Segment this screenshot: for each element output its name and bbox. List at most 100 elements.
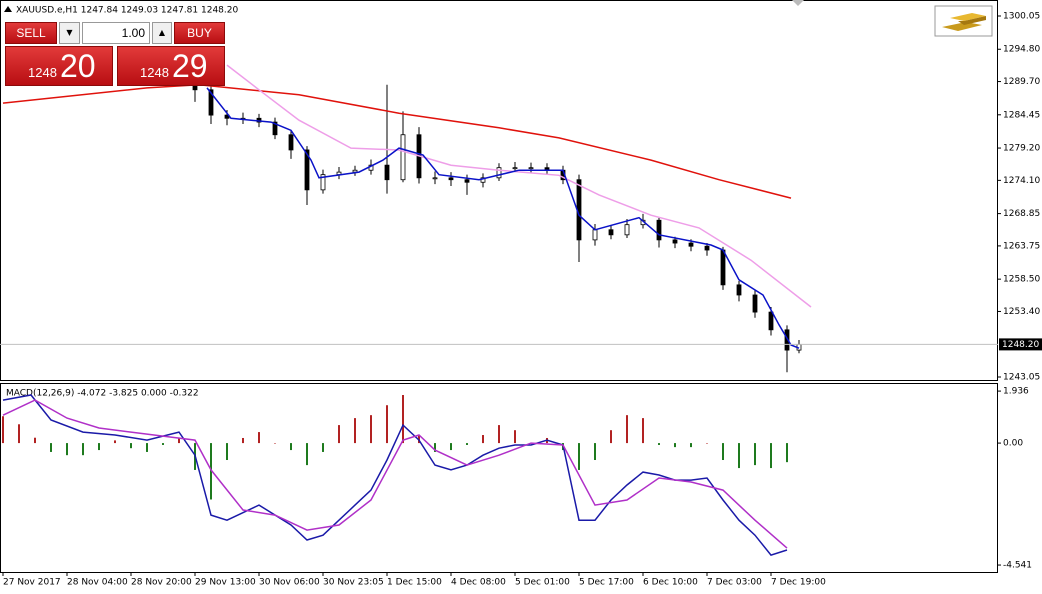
histogram-bar	[354, 418, 356, 444]
current-price-box	[999, 338, 1042, 351]
histogram-bar	[706, 443, 708, 444]
gold-icon	[934, 5, 993, 37]
histogram-bar	[770, 443, 772, 469]
histogram-bar	[578, 443, 580, 470]
candle-body	[624, 224, 630, 236]
indicator-line	[2, 399, 788, 549]
histogram-bar	[386, 405, 388, 444]
histogram-bar	[642, 418, 644, 444]
lot-up[interactable]: ▲	[152, 22, 172, 44]
histogram-bar	[146, 443, 148, 452]
x-tick-label: 1 Dec 15:00	[387, 578, 442, 588]
histogram-bar	[162, 443, 164, 445]
histogram-bar	[498, 425, 500, 444]
histogram-bar	[18, 424, 20, 444]
macd-label: MACD(12,26,9) -4.072 -3.825 0.000 -0.322	[6, 389, 199, 399]
histogram-bar	[626, 415, 628, 444]
y-tick-label: 1.936	[1003, 387, 1029, 397]
buy-button[interactable]: BUY	[174, 22, 225, 44]
histogram-bar	[674, 443, 676, 448]
histogram-bar	[98, 443, 100, 451]
histogram-bar	[738, 443, 740, 469]
histogram-bar	[34, 437, 36, 444]
x-tick-label: 5 Dec 01:00	[515, 578, 570, 588]
histogram-bar	[274, 443, 276, 444]
candle-body	[384, 164, 390, 181]
candle-body	[768, 311, 774, 331]
y-tick-label: 0.00	[1003, 439, 1023, 449]
histogram-bar	[226, 443, 228, 461]
candle-body	[272, 121, 278, 136]
candle-body	[480, 177, 486, 183]
histogram-bar	[482, 435, 484, 444]
candle-body	[496, 167, 502, 179]
candle-body	[512, 167, 518, 170]
x-tick-label: 29 Nov 13:00	[195, 578, 256, 588]
histogram-bar	[466, 443, 468, 445]
indicator-line	[226, 64, 812, 308]
histogram-bar	[690, 443, 692, 448]
histogram-bar	[402, 395, 404, 444]
candle-body	[672, 239, 678, 244]
sell-price-big: 1248	[28, 65, 57, 80]
histogram-bar	[306, 443, 308, 466]
candle-body	[320, 174, 326, 191]
x-tick-label: 6 Dec 10:00	[643, 578, 698, 588]
histogram-bar	[322, 443, 324, 452]
x-tick-label: 7 Dec 19:00	[771, 578, 826, 588]
histogram-bar	[66, 443, 68, 456]
histogram-bar	[722, 443, 724, 461]
histogram-bar	[50, 443, 52, 452]
y-tick-label: 1279.20	[1003, 144, 1040, 154]
candle-body	[688, 242, 694, 247]
candle-body	[752, 294, 758, 313]
candle-body	[464, 179, 470, 183]
collapse-icon[interactable]	[4, 6, 12, 12]
candle-body	[720, 249, 726, 286]
y-tick-label: 1289.70	[1003, 77, 1040, 87]
macd-pane	[0, 383, 998, 573]
buy-price-big: 1248	[140, 65, 169, 80]
histogram-bar	[610, 430, 612, 444]
candle-body	[288, 134, 294, 151]
histogram-bar	[82, 443, 84, 456]
histogram-bar	[210, 443, 212, 500]
lot-input[interactable]: 1.00	[82, 22, 150, 44]
x-tick-label: 28 Nov 20:00	[131, 578, 192, 588]
y-tick-label: 1243.05	[1003, 373, 1040, 383]
histogram-bar	[2, 416, 4, 444]
candle-body	[736, 284, 742, 296]
y-tick-label: 1253.40	[1003, 307, 1040, 317]
candle-body	[784, 329, 790, 351]
y-tick-label: 1284.45	[1003, 110, 1040, 120]
x-tick-label: 30 Nov 06:00	[259, 578, 320, 588]
buy-price-button[interactable]: 1248 29	[117, 46, 225, 86]
histogram-bar	[338, 425, 340, 444]
lot-dropdown[interactable]: ▼	[59, 22, 80, 44]
histogram-bar	[434, 443, 436, 452]
indicator-line	[2, 83, 792, 199]
histogram-bar	[754, 443, 756, 466]
histogram-bar	[178, 437, 180, 444]
histogram-bar	[418, 435, 420, 444]
histogram-bar	[242, 437, 244, 444]
chart-header: XAUUSD.e,H1 1247.84 1249.03 1247.81 1248…	[16, 6, 238, 16]
y-tick-label: 1268.85	[1003, 209, 1040, 219]
y-tick-label: 1258.50	[1003, 275, 1040, 285]
candle-body	[432, 177, 438, 180]
histogram-bar	[786, 443, 788, 463]
x-tick-label: 5 Dec 17:00	[579, 578, 634, 588]
sell-button[interactable]: SELL	[5, 22, 57, 44]
histogram-bar	[130, 443, 132, 449]
shift-marker[interactable]	[792, 0, 804, 6]
trade-panel: SELL ▼ 1.00 ▲ BUY 1248 20 1248 29	[5, 22, 225, 86]
candle-body	[448, 177, 454, 181]
candle-body	[656, 219, 662, 241]
buy-price-pips: 29	[172, 48, 208, 84]
histogram-bar	[114, 440, 116, 444]
histogram-bar	[370, 415, 372, 444]
x-tick-label: 7 Dec 03:00	[707, 578, 762, 588]
sell-price-button[interactable]: 1248 20	[5, 46, 113, 86]
